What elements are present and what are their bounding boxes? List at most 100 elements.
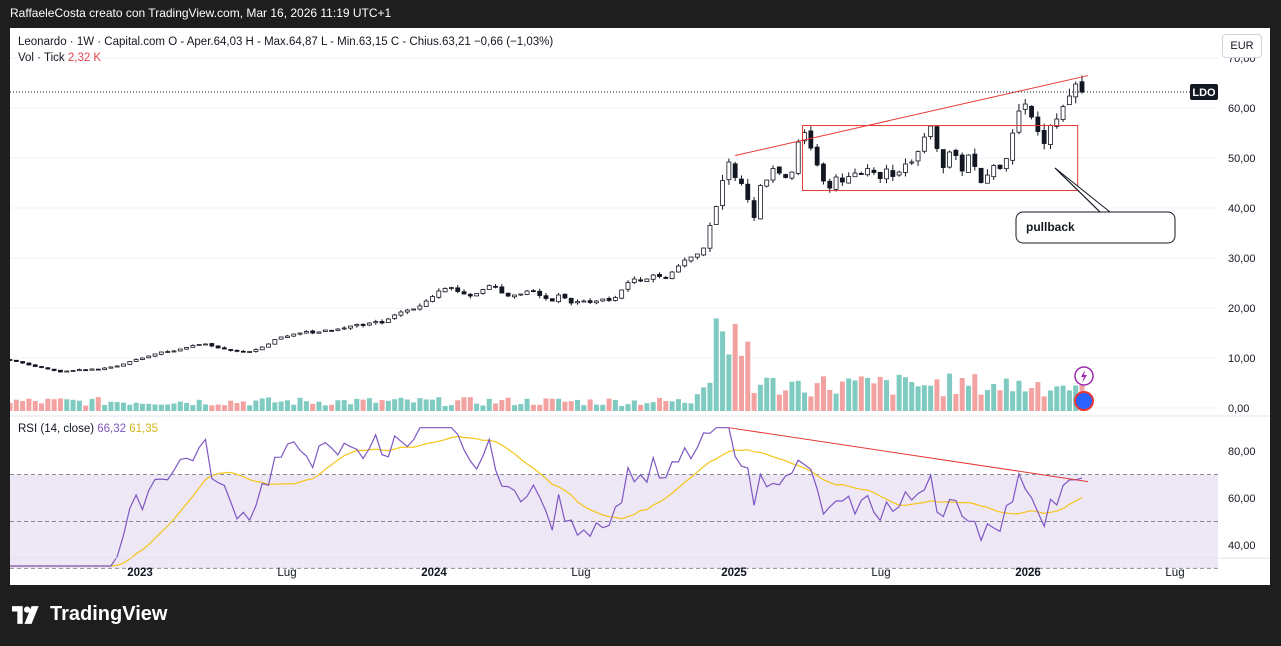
candle-body — [966, 154, 971, 173]
pullback-callout-line — [1054, 167, 1101, 213]
candle-body — [575, 301, 580, 304]
x-tick-label: Lug — [1165, 567, 1184, 579]
candle-body — [58, 369, 63, 373]
volume-bar — [70, 399, 76, 411]
candle-body — [316, 331, 322, 334]
candle-body — [83, 369, 89, 372]
volume-bar — [619, 405, 625, 411]
candle-body — [310, 330, 316, 334]
event-icon — [1074, 391, 1094, 411]
candle-body — [70, 370, 76, 372]
volume-bar — [934, 379, 940, 411]
volume-bar — [720, 331, 726, 411]
chart-panel[interactable]: 70,00 60,00 50,00 40,00 30,00 20,00 10,00 0,00 L… — [10, 28, 1270, 585]
volume-bar — [341, 400, 347, 411]
price-tick-label: 30,00 — [1228, 253, 1256, 265]
candle-body — [140, 357, 145, 360]
candle-body — [821, 163, 826, 182]
candle-body — [493, 285, 498, 288]
candle-body — [764, 179, 770, 187]
symbol-legend[interactable]: Leonardo · 1W · Capital.com O - Aper.64,… — [18, 36, 553, 48]
candle-body — [625, 282, 631, 290]
volume-bar — [556, 398, 562, 411]
volume-bar — [694, 394, 700, 411]
candle-body — [291, 333, 297, 337]
rsi-tick-label: 60,00 — [1228, 493, 1256, 505]
volume-bar — [909, 382, 915, 411]
volume-bar — [108, 401, 114, 411]
volume-bar — [549, 398, 555, 411]
candle-body — [676, 265, 681, 273]
volume-bar — [45, 398, 51, 411]
candle-body — [701, 247, 707, 256]
candle-body — [808, 130, 814, 149]
volume-bar — [467, 397, 473, 411]
candle-body — [411, 308, 416, 311]
volume-bar — [291, 404, 297, 411]
candle-body — [537, 290, 543, 296]
volume-bar — [411, 402, 417, 411]
volume-bar — [1016, 380, 1022, 411]
volume-bar — [39, 403, 45, 411]
candle-body — [985, 174, 990, 184]
candle-body — [367, 322, 372, 326]
volume-bar — [1054, 386, 1060, 411]
candle-body — [877, 171, 883, 179]
candle-body — [858, 172, 864, 175]
tradingview-logo-icon — [12, 605, 39, 624]
candle-body — [890, 170, 896, 177]
volume-bar — [32, 400, 38, 411]
volume-bar — [669, 401, 675, 411]
candle-body — [297, 332, 303, 335]
volume-bar — [814, 383, 820, 411]
volume-bar — [322, 405, 328, 411]
currency-button[interactable]: EUR — [1222, 34, 1262, 58]
volume-bar — [379, 400, 385, 411]
volume-bar — [562, 401, 568, 411]
candle-body — [285, 335, 290, 338]
volume-bar — [568, 401, 574, 411]
candle-body — [549, 298, 555, 302]
price-chart[interactable]: 70,00 60,00 50,00 40,00 30,00 20,00 10,00 0,00 L… — [10, 28, 1270, 585]
candle-body — [247, 351, 253, 353]
candle-body — [1010, 132, 1016, 161]
volume-bar — [511, 405, 517, 411]
rsi-legend[interactable]: RSI (14, close) 66,32 61,35 — [18, 423, 158, 435]
candle-body — [430, 296, 435, 302]
volume-bar — [625, 404, 631, 411]
candle-body — [852, 172, 858, 178]
candle-body — [10, 359, 13, 361]
volume-legend[interactable]: Vol · Tick 2,32 K — [18, 52, 101, 64]
candle-body — [102, 367, 107, 371]
volume-bar — [802, 392, 808, 411]
candle-body — [650, 274, 656, 280]
volume-bar — [26, 398, 32, 411]
range-box — [802, 125, 1079, 192]
candle-body — [215, 345, 221, 349]
volume-label: Vol · Tick — [18, 52, 65, 64]
volume-bar — [95, 397, 101, 411]
candle-body — [688, 256, 694, 262]
candle-body — [165, 351, 171, 353]
candle-body — [1029, 105, 1034, 118]
volume-bar — [240, 401, 246, 411]
price-tick-label: 60,00 — [1228, 103, 1256, 115]
candle-body — [556, 294, 562, 303]
rsi-tick-label: 40,00 — [1228, 540, 1256, 552]
candle-body — [13, 359, 19, 362]
volume-bar — [10, 402, 13, 411]
candle-body — [827, 180, 833, 189]
volume-bar — [366, 398, 372, 411]
candle-body — [512, 294, 517, 298]
candle-body — [329, 329, 335, 332]
candle-body — [266, 343, 271, 348]
candle-body — [745, 183, 751, 200]
volume-bar — [398, 397, 404, 411]
volume-bar — [89, 398, 95, 411]
volume-bar — [940, 396, 946, 411]
tradingview-logo[interactable]: TradingView — [12, 603, 167, 626]
candle-body — [486, 285, 492, 290]
volume-bar — [64, 399, 70, 411]
candle-body — [865, 168, 870, 176]
candle-body — [934, 126, 940, 149]
